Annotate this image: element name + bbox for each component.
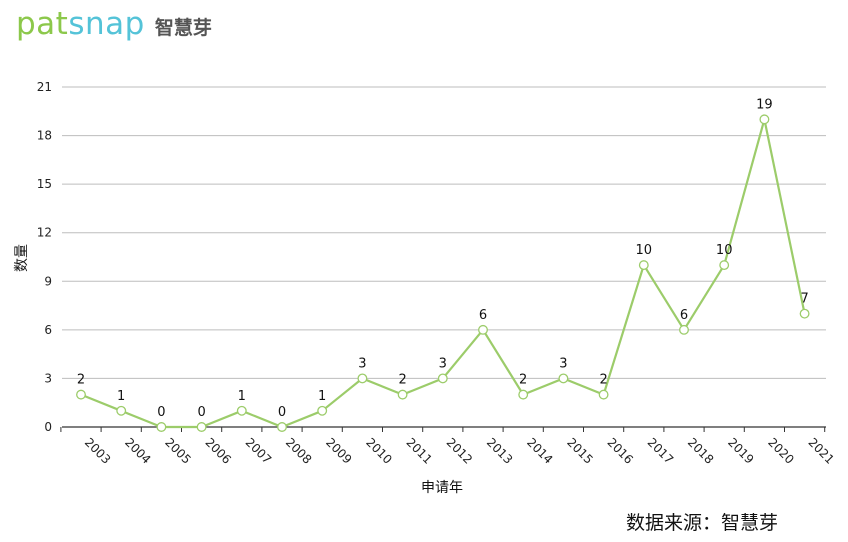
x-axis-title: 申请年 xyxy=(421,480,463,496)
x-tick-label: 2005 xyxy=(162,435,193,466)
data-point xyxy=(76,389,86,400)
logo-wordmark: patsnap xyxy=(16,6,145,42)
data-point xyxy=(679,324,689,335)
data-label: 2 xyxy=(77,373,85,388)
data-point xyxy=(116,405,127,416)
data-label: 2 xyxy=(599,373,607,388)
y-axis-title: 数量 xyxy=(14,244,30,272)
data-label: 0 xyxy=(278,405,286,420)
data-point xyxy=(397,389,408,400)
x-tick-label: 2006 xyxy=(202,435,233,466)
data-label: 1 xyxy=(238,389,246,404)
y-tick-label: 3 xyxy=(44,371,52,385)
y-tick-label: 21 xyxy=(37,80,52,94)
x-tick-label: 2008 xyxy=(283,435,314,466)
y-tick-label: 9 xyxy=(44,274,52,288)
x-tick-label: 2010 xyxy=(363,435,394,466)
x-tick-label: 2016 xyxy=(604,435,635,466)
data-point xyxy=(277,422,287,432)
data-label: 2 xyxy=(398,373,406,388)
data-label: 10 xyxy=(716,243,733,258)
data-label: 1 xyxy=(318,389,326,404)
x-tick-label: 2009 xyxy=(323,435,354,466)
grid-lines xyxy=(62,86,826,428)
data-label: 0 xyxy=(157,405,165,420)
data-label: 7 xyxy=(800,292,808,307)
series xyxy=(76,114,810,432)
data-point xyxy=(598,389,609,400)
data-label: 2 xyxy=(519,373,527,388)
y-tick-label: 12 xyxy=(37,226,52,240)
x-tick-label: 2021 xyxy=(805,435,836,466)
data-point xyxy=(156,422,167,432)
data-point xyxy=(638,260,649,271)
y-axis-ticks: 0 3 6 9 12 15 18 21 xyxy=(37,80,52,434)
x-tick-label: 2019 xyxy=(725,435,756,466)
data-label: 0 xyxy=(197,405,205,420)
data-label: 6 xyxy=(680,308,688,323)
patsnap-logo: patsnap 智慧芽 xyxy=(16,6,212,46)
x-tick-label: 2004 xyxy=(122,435,153,466)
data-point xyxy=(799,308,810,319)
data-point xyxy=(558,373,569,384)
data-label: 1 xyxy=(117,389,125,404)
x-tick-label: 2017 xyxy=(645,435,676,466)
data-label: 19 xyxy=(756,97,773,112)
x-tick-label: 2015 xyxy=(564,435,595,466)
x-tick-label: 2003 xyxy=(82,435,113,466)
x-tick-label: 2020 xyxy=(765,435,796,466)
y-tick-label: 0 xyxy=(44,420,52,434)
x-axis-ticks: 2003 2004 2005 2006 2007 2008 2009 2010 2011 2012… xyxy=(60,427,837,467)
data-point xyxy=(357,373,368,384)
y-tick-label: 18 xyxy=(37,129,52,143)
logo-chinese: 智慧芽 xyxy=(154,17,212,39)
y-tick-label: 15 xyxy=(37,177,52,191)
data-label: 3 xyxy=(559,356,567,371)
data-point xyxy=(759,114,770,125)
data-point xyxy=(236,405,247,416)
data-label: 6 xyxy=(479,308,487,323)
data-label: 10 xyxy=(636,243,653,258)
y-tick-label: 6 xyxy=(44,323,52,337)
data-label: 3 xyxy=(358,356,366,371)
data-point xyxy=(719,260,730,271)
data-label: 3 xyxy=(439,356,447,371)
x-tick-label: 2012 xyxy=(444,435,475,466)
x-tick-label: 2011 xyxy=(403,435,434,466)
data-point xyxy=(518,389,529,400)
data-point xyxy=(478,324,488,335)
x-tick-label: 2007 xyxy=(243,435,274,466)
data-source: 数据来源：智慧芽 xyxy=(626,512,779,534)
x-tick-label: 2013 xyxy=(484,435,515,466)
data-point xyxy=(196,422,207,432)
x-tick-label: 2014 xyxy=(524,435,555,466)
data-point xyxy=(437,373,448,384)
x-tick-label: 2018 xyxy=(685,435,716,466)
data-point xyxy=(317,405,328,416)
